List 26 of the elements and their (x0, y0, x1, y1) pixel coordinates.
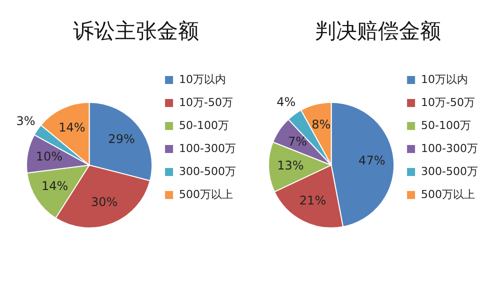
legend-label: 500万以上 (421, 188, 476, 201)
data-label: 14% (41, 179, 68, 194)
legend-label: 10万以内 (421, 72, 468, 86)
data-label: 14% (58, 120, 86, 134)
legend-label: 50-100万 (421, 118, 472, 132)
legend-label: 10万-50万 (179, 96, 234, 109)
data-label: 7% (288, 134, 308, 148)
data-label: 30% (90, 195, 118, 210)
data-label: 3% (16, 114, 36, 128)
legend-label: 300-500万 (421, 164, 478, 178)
chart-title: 判决赔偿金额 (315, 19, 441, 44)
legend-label: 10万以内 (179, 72, 226, 86)
legend-label: 100-300万 (179, 142, 236, 155)
chart-title: 诉讼主张金额 (73, 19, 199, 44)
legend-label: 50-100万 (179, 118, 230, 132)
data-label: 29% (108, 132, 135, 146)
data-label: 4% (276, 95, 296, 110)
legend-label: 100-300万 (421, 142, 478, 155)
data-label: 13% (277, 158, 304, 173)
data-label: 10% (36, 150, 63, 164)
legend-label: 10万-50万 (421, 96, 476, 109)
legend-label: 500万以上 (179, 188, 234, 201)
data-label: 21% (299, 194, 326, 208)
legend-label: 300-500万 (179, 164, 236, 178)
data-label: 8% (312, 118, 331, 132)
data-label: 47% (358, 153, 386, 168)
